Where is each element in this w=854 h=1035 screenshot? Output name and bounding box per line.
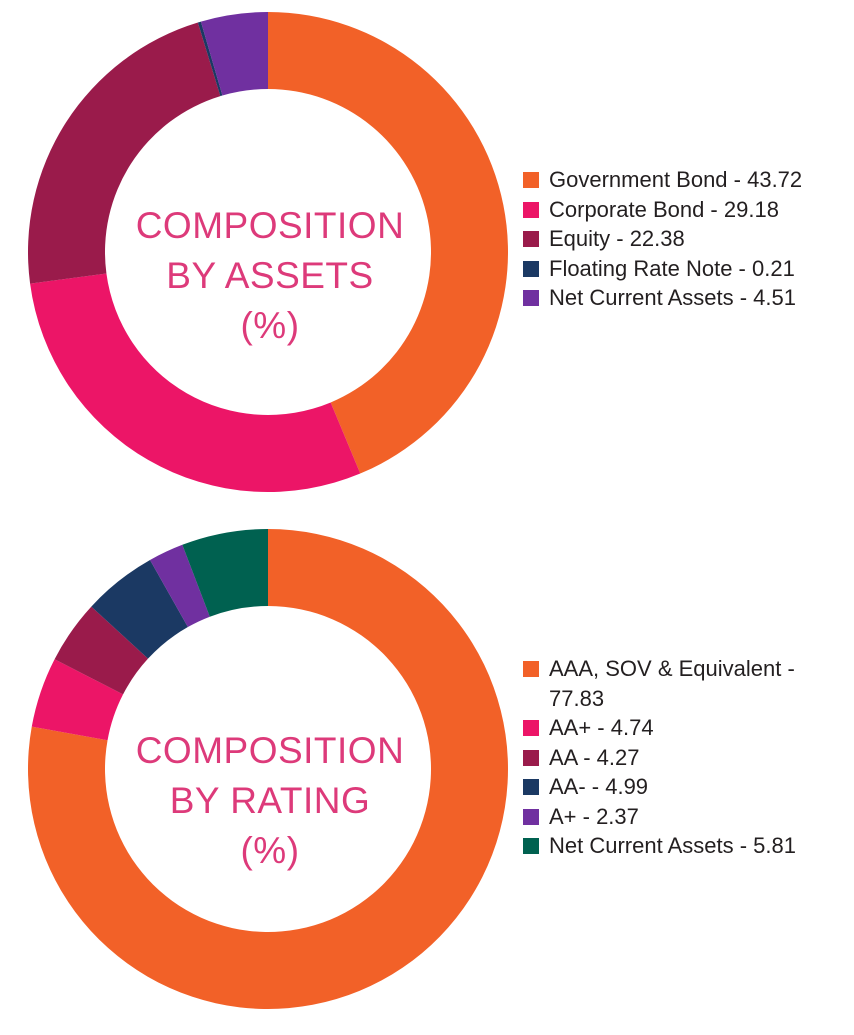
legend-label: AAA, SOV & Equivalent - 77.83	[549, 656, 795, 711]
legend-item-a-plus: A+ - 2.37	[523, 802, 848, 832]
legend-label: Government Bond - 43.72	[549, 167, 803, 192]
donut-slice-equity	[28, 22, 221, 284]
legend-label: Net Current Assets - 5.81	[549, 833, 796, 858]
assets-donut	[28, 12, 509, 493]
legend-item-equity: Equity - 22.38	[523, 224, 848, 254]
rating-title-line-2: BY RATING	[169, 780, 371, 821]
legend-item-aa: AA - 4.27	[523, 743, 848, 773]
donut-slice-aaa-sov-equivalent	[27, 529, 508, 1009]
donut-slice-aa	[54, 606, 149, 695]
rating-title-line-3: (%)	[240, 830, 300, 871]
legend-swatch	[523, 201, 539, 218]
assets-title-line-2: BY ASSETS	[166, 255, 374, 296]
rating-legend: AAA, SOV & Equivalent - 77.83 AA+ - 4.74…	[523, 654, 848, 861]
legend-item-aaa-sov-equivalent: AAA, SOV & Equivalent - 77.83	[523, 654, 848, 713]
legend-item-aa-plus: AA+ - 4.74	[523, 713, 848, 743]
legend-item-government-bond: Government Bond - 43.72	[523, 165, 848, 195]
donut-slice-corporate-bond	[30, 273, 361, 493]
donut-slice-aa-plus	[31, 659, 124, 741]
assets-legend: Government Bond - 43.72 Corporate Bond -…	[523, 165, 848, 313]
legend-label: Net Current Assets - 4.51	[549, 285, 796, 310]
legend-item-corporate-bond: Corporate Bond - 29.18	[523, 195, 848, 225]
donut-slice-net-current-assets	[200, 12, 268, 96]
donut-slice-aa	[91, 560, 188, 659]
legend-swatch	[523, 749, 539, 766]
rating-chart-title: COMPOSITION BY RATING (%)	[120, 726, 420, 876]
composition-by-assets-chart: COMPOSITION BY ASSETS (%) Government Bon…	[0, 0, 854, 510]
legend-label: Floating Rate Note - 0.21	[549, 255, 795, 281]
composition-by-rating-chart: COMPOSITION BY RATING (%) AAA, SOV & Equ…	[0, 520, 854, 1035]
legend-swatch	[523, 808, 539, 825]
legend-label: A+ - 2.37	[549, 803, 639, 829]
legend-swatch	[523, 260, 539, 277]
legend-swatch	[523, 720, 539, 736]
legend-label: Corporate Bond - 29.18	[549, 196, 779, 222]
donut-slice-floating-rate-note	[197, 21, 223, 97]
legend-swatch	[523, 231, 539, 247]
legend-item-aa-minus: AA- - 4.99	[523, 772, 848, 802]
donut-slice-net-current-assets	[182, 529, 268, 617]
legend-item-net-current-assets: Net Current Assets - 5.81	[523, 831, 848, 861]
legend-swatch	[523, 661, 539, 677]
legend-swatch	[523, 290, 539, 306]
rating-donut	[27, 529, 508, 1009]
assets-chart-title: COMPOSITION BY ASSETS (%)	[120, 201, 420, 351]
donut-slice-government-bond	[268, 12, 509, 474]
assets-title-line-3: (%)	[240, 305, 300, 346]
legend-swatch	[523, 172, 539, 188]
legend-item-net-current-assets: Net Current Assets - 4.51	[523, 283, 848, 313]
legend-label: AA- - 4.99	[549, 774, 649, 799]
rating-title-line-1: COMPOSITION	[135, 730, 405, 771]
legend-label: AA - 4.27	[549, 744, 640, 770]
legend-label: AA+ - 4.74	[549, 715, 654, 740]
legend-item-floating-rate-note: Floating Rate Note - 0.21	[523, 254, 848, 284]
legend-label: Equity - 22.38	[549, 226, 685, 251]
legend-swatch	[523, 779, 539, 795]
legend-swatch	[523, 838, 539, 854]
donut-slice-a-plus	[150, 544, 210, 628]
assets-title-line-1: COMPOSITION	[135, 205, 405, 246]
